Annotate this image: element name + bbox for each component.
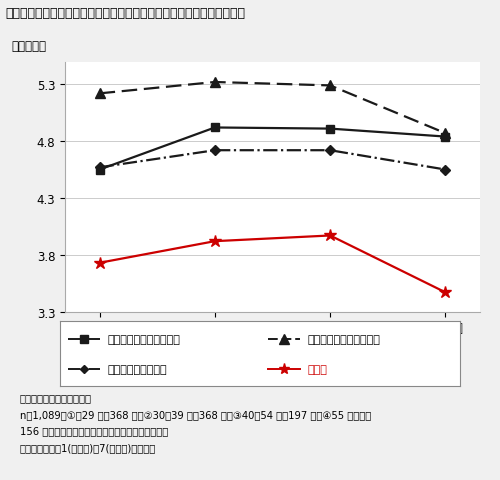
- Text: 回答スコアは、1(最低点)～7(最高点)に分布。: 回答スコアは、1(最低点)～7(最高点)に分布。: [20, 443, 156, 453]
- Text: 図１　年齢階級別に見た３つのパフォーマンス指標と「創造性」の変化: 図１ 年齢階級別に見た３つのパフォーマンス指標と「創造性」の変化: [5, 7, 245, 20]
- Text: チーム・パフォーマンス: チーム・パフォーマンス: [308, 334, 381, 344]
- Text: 回答スコア: 回答スコア: [11, 39, 46, 52]
- Text: 156 名）とその直属の上司からの回答に基づく）。: 156 名）とその直属の上司からの回答に基づく）。: [20, 426, 168, 436]
- Text: 注：筆者のデータによる。: 注：筆者のデータによる。: [20, 392, 92, 402]
- Text: 組織パフォーマンス: 組織パフォーマンス: [108, 364, 168, 374]
- Text: n＝1,089（①～29 歳＝368 名、②30～39 歳＝368 名、③40～54 歳＝197 名、④55 歳以上＝: n＝1,089（①～29 歳＝368 名、②30～39 歳＝368 名、③40～…: [20, 409, 371, 419]
- Text: 創造性: 創造性: [308, 364, 328, 374]
- Text: タスク・パフォーマンス: タスク・パフォーマンス: [108, 334, 181, 344]
